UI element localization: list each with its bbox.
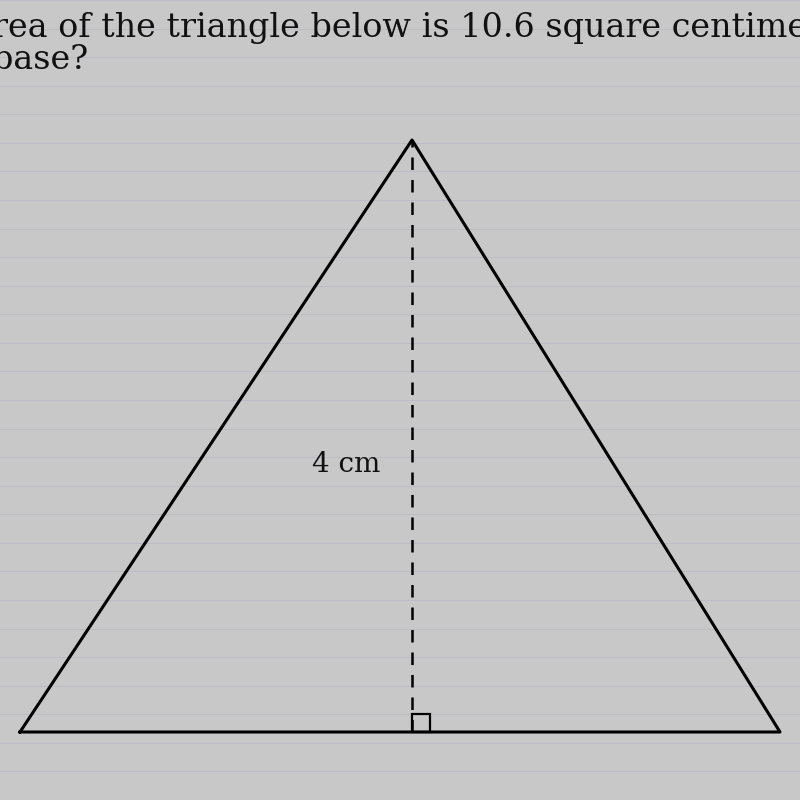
Text: base?: base? (0, 44, 88, 76)
Text: rea of the triangle below is 10.6 square centimeters.: rea of the triangle below is 10.6 square… (0, 12, 800, 44)
Text: 4 cm: 4 cm (312, 450, 380, 478)
